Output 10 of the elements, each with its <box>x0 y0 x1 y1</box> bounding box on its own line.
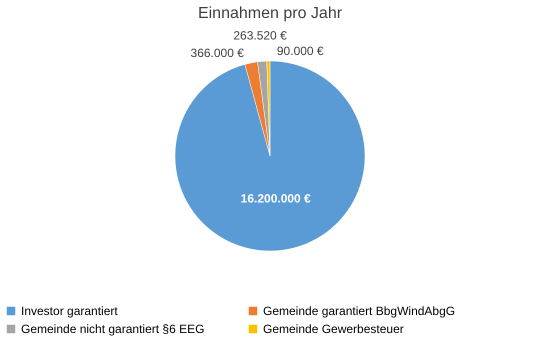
chart-title: Einnahmen pro Jahr <box>198 5 343 22</box>
legend-label: Investor garantiert <box>21 304 118 318</box>
data-label: 16.200.000 € <box>240 191 312 206</box>
data-label: 366.000 € <box>190 46 244 60</box>
legend-label: Gemeinde Gewerbesteuer <box>263 322 404 336</box>
pie-slice <box>174 60 366 252</box>
data-label: 90.000 € <box>276 44 324 58</box>
data-label: 263.520 € <box>233 28 288 42</box>
legend-label: Gemeinde garantiert BbgWindAbgG <box>263 304 456 318</box>
legend-label: Gemeinde nicht garantiert §6 EEG <box>21 322 204 336</box>
